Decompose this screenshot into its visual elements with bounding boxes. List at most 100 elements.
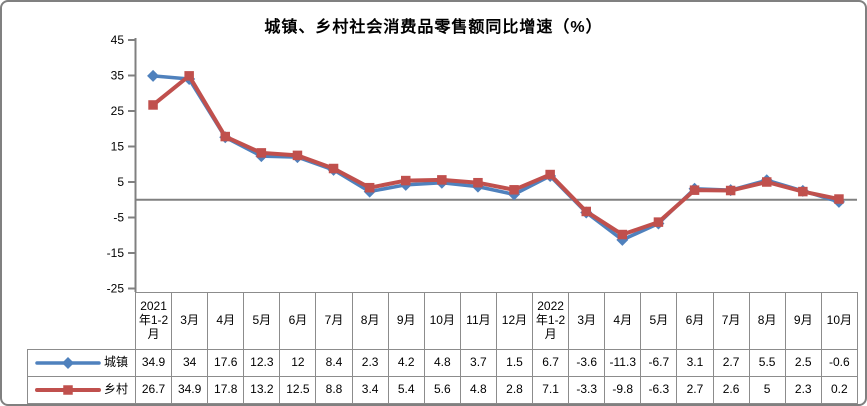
value-cell-rural: 3.4 bbox=[351, 376, 389, 404]
data-point-marker-rural bbox=[653, 217, 664, 227]
category-cell: 5月 bbox=[640, 292, 678, 350]
data-point-marker-rural bbox=[184, 71, 194, 81]
category-cell: 3月 bbox=[568, 292, 606, 350]
data-point-marker-rural bbox=[509, 185, 519, 195]
value-cell-rural: 34.9 bbox=[171, 376, 209, 404]
value-cell-urban: 5.5 bbox=[748, 349, 786, 377]
data-point-marker-rural bbox=[220, 131, 230, 142]
value-cell-urban: -0.6 bbox=[820, 349, 858, 377]
value-cell-urban: 2.3 bbox=[351, 349, 389, 377]
category-cell: 2022年1-2月 bbox=[532, 292, 570, 350]
data-point-marker-urban bbox=[147, 69, 160, 82]
value-cell-urban: 34.9 bbox=[134, 349, 173, 377]
value-cell-rural: 5 bbox=[748, 376, 786, 404]
y-axis-tick-label: 15 bbox=[111, 140, 125, 154]
value-cell-urban: 17.6 bbox=[207, 349, 245, 377]
series-line-rural bbox=[151, 73, 841, 237]
category-cell: 4月 bbox=[207, 292, 245, 350]
value-cell-urban: 34 bbox=[171, 349, 209, 377]
legend-key-rural-icon bbox=[35, 385, 101, 395]
data-point-marker-rural bbox=[762, 177, 772, 187]
value-cell-urban: -6.7 bbox=[640, 349, 678, 377]
value-cell-rural: 12.5 bbox=[279, 376, 317, 404]
y-axis-tick-label: 45 bbox=[111, 33, 125, 47]
data-table: 2021年1-2月 3月 4月 5月 6月 7月 8月 9月 10月 11月 12月 2022年1-2… bbox=[27, 292, 858, 404]
value-cell-urban: 2.7 bbox=[712, 349, 750, 377]
legend-marker-urban bbox=[62, 357, 74, 369]
y-axis-tick-label: -25 bbox=[107, 282, 125, 296]
data-point-marker-rural bbox=[725, 185, 736, 196]
y-axis-tick-label: 25 bbox=[111, 104, 125, 118]
series-name-urban: 城镇 bbox=[103, 355, 128, 370]
data-point-marker-rural bbox=[364, 182, 375, 193]
value-cell-rural: 26.7 bbox=[134, 376, 173, 404]
category-cell: 10月 bbox=[423, 292, 461, 350]
category-cell: 12月 bbox=[495, 292, 534, 350]
value-cell-rural: 2.3 bbox=[784, 376, 822, 404]
value-cell-urban: 6.7 bbox=[532, 349, 570, 377]
value-cell-urban: 3.7 bbox=[459, 349, 497, 377]
legend-cell-urban: 城镇 bbox=[27, 349, 136, 377]
value-cell-rural: 0.2 bbox=[820, 376, 858, 404]
y-axis-tick-label: -5 bbox=[113, 211, 124, 225]
value-cell-rural: -6.3 bbox=[640, 376, 678, 404]
value-cell-urban: 2.5 bbox=[784, 349, 822, 377]
value-cell-rural: 2.6 bbox=[712, 376, 750, 404]
value-cell-urban: 1.5 bbox=[495, 349, 534, 377]
series-name-rural: 乡村 bbox=[103, 382, 128, 397]
value-cell-urban: -3.6 bbox=[568, 349, 606, 377]
data-point-marker-rural bbox=[328, 163, 339, 174]
value-cell-urban: 12.3 bbox=[243, 349, 281, 377]
legend-marker-rural bbox=[63, 385, 73, 395]
data-point-marker-rural bbox=[473, 177, 483, 188]
category-cell: 6月 bbox=[676, 292, 714, 350]
data-point-marker-rural bbox=[581, 206, 591, 217]
value-cell-rural: 2.7 bbox=[676, 376, 714, 404]
value-cell-urban: 4.2 bbox=[387, 349, 425, 377]
series-line-urban bbox=[151, 74, 841, 242]
data-point-marker-rural bbox=[401, 175, 411, 186]
value-cell-urban: 12 bbox=[279, 349, 317, 377]
y-axis-tick-label: -15 bbox=[107, 246, 125, 260]
category-cell: 4月 bbox=[604, 292, 642, 350]
value-cell-urban: 8.4 bbox=[315, 349, 353, 377]
category-cell: 2021年1-2月 bbox=[134, 292, 173, 350]
y-axis-tick-label: 35 bbox=[111, 69, 125, 83]
category-cell: 7月 bbox=[315, 292, 353, 350]
value-cell-urban: 3.1 bbox=[676, 349, 714, 377]
category-cell: 9月 bbox=[387, 292, 425, 350]
data-point-marker-rural bbox=[437, 175, 447, 185]
value-cell-rural: 17.8 bbox=[207, 376, 245, 404]
value-cell-rural: -9.8 bbox=[604, 376, 642, 404]
legend-key-urban-icon bbox=[35, 357, 101, 369]
series-row-urban: 城镇 34.9 34 17.6 12.3 12 8.4 2.3 4.2 4.8 3.7 1.5 6.7-… bbox=[27, 349, 858, 377]
category-cell: 6月 bbox=[279, 292, 317, 350]
category-cell: 9月 bbox=[784, 292, 822, 350]
y-axis-tick-label: 5 bbox=[117, 175, 124, 189]
data-point-marker-rural bbox=[545, 169, 555, 180]
data-point-marker-rural bbox=[148, 100, 158, 110]
category-row: 2021年1-2月 3月 4月 5月 6月 7月 8月 9月 10月 11月 12月 2022年1-2… bbox=[28, 292, 858, 350]
category-cell: 11月 bbox=[459, 292, 497, 350]
value-cell-urban: -11.3 bbox=[604, 349, 642, 377]
category-cell: 8月 bbox=[351, 292, 389, 350]
category-cell: 7月 bbox=[712, 292, 750, 350]
legend-cell-rural: 乡村 bbox=[27, 376, 136, 404]
category-cell: 3月 bbox=[171, 292, 209, 350]
category-cell: 5月 bbox=[243, 292, 281, 350]
value-cell-rural: -3.3 bbox=[568, 376, 606, 404]
data-point-marker-rural bbox=[617, 229, 628, 240]
data-point-marker-rural bbox=[256, 148, 267, 158]
table-corner-spacer bbox=[28, 293, 136, 350]
data-point-marker-rural bbox=[689, 185, 700, 195]
data-point-marker-rural bbox=[798, 186, 808, 197]
value-cell-rural: 4.8 bbox=[459, 376, 497, 404]
value-cell-rural: 13.2 bbox=[243, 376, 281, 404]
value-cell-rural: 7.1 bbox=[532, 376, 570, 404]
data-point-marker-rural bbox=[292, 150, 303, 161]
value-cell-rural: 2.8 bbox=[495, 376, 534, 404]
value-cell-rural: 5.6 bbox=[423, 376, 461, 404]
value-cell-rural: 8.8 bbox=[315, 376, 353, 404]
